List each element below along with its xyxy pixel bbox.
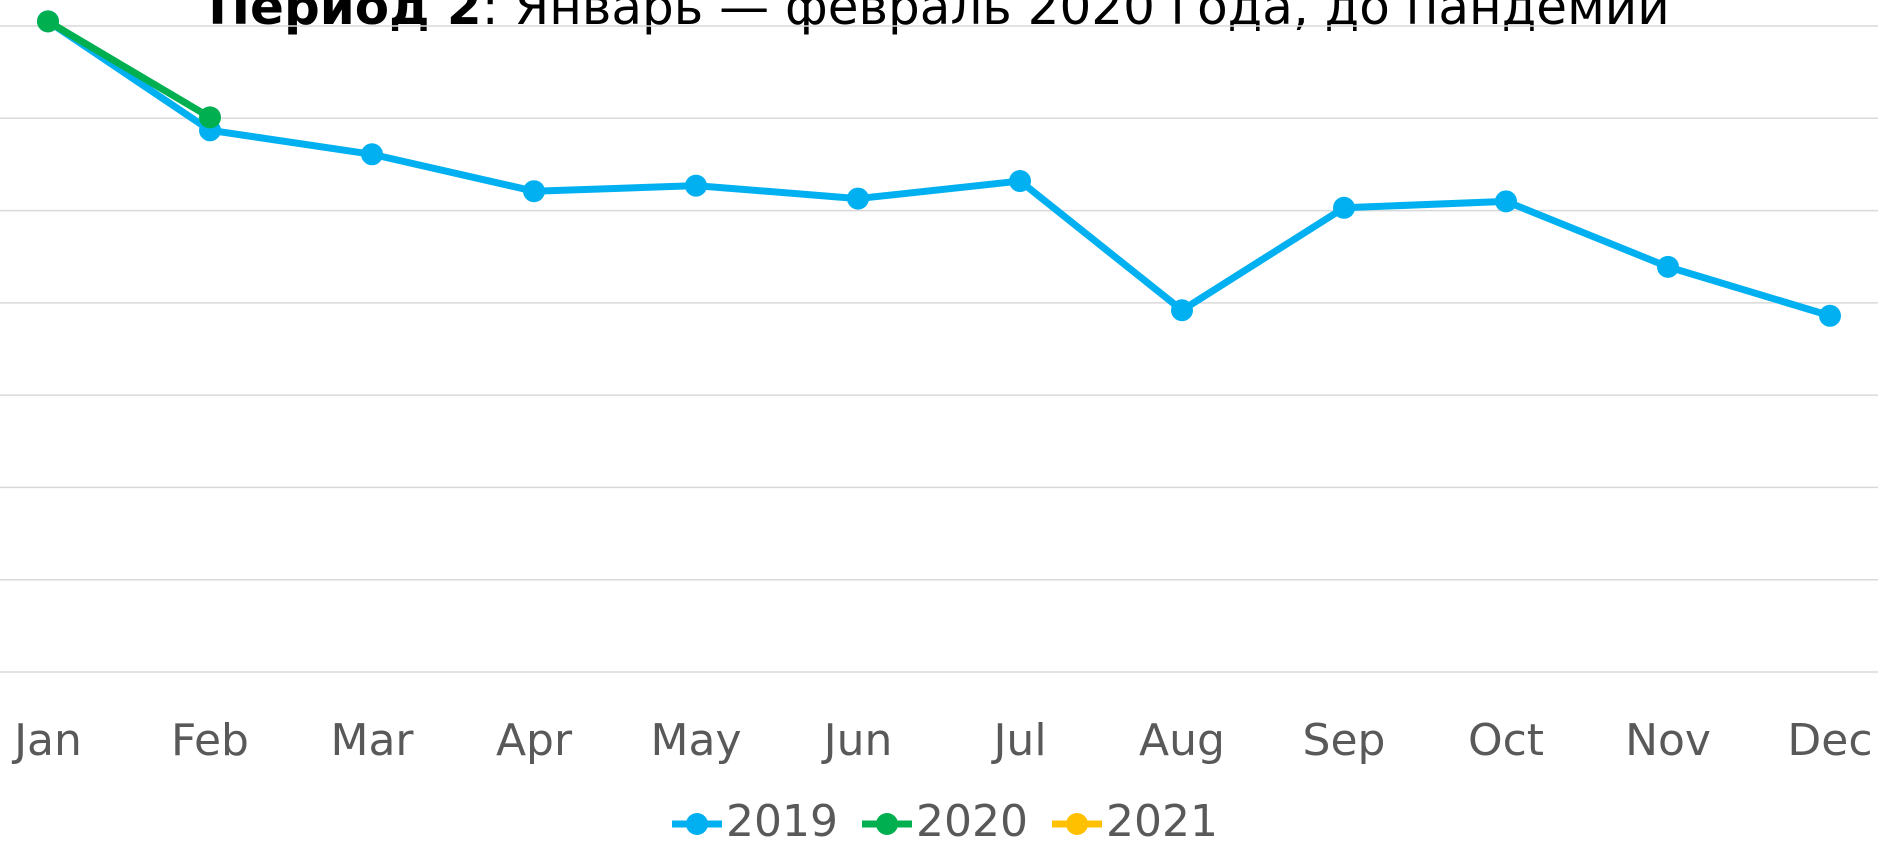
legend-label: 2019 [726, 796, 838, 845]
legend-label: 2021 [1106, 796, 1218, 845]
point [1657, 255, 1679, 278]
x-tick-label: Sep [1303, 715, 1386, 766]
point [685, 174, 707, 197]
x-tick-label: Jul [990, 715, 1046, 766]
legend-marker [876, 813, 898, 835]
series-line [46, 18, 1832, 320]
legend-marker [686, 813, 708, 835]
chart-title: Период 2: Январь — февраль 2020 года, до… [208, 0, 1670, 36]
x-tick-label: Feb [171, 715, 249, 766]
point [1009, 170, 1031, 193]
point [37, 10, 59, 33]
point [523, 180, 545, 203]
point [847, 187, 869, 210]
point [361, 143, 383, 166]
series-line [46, 18, 212, 121]
point [1171, 299, 1193, 322]
point [1495, 190, 1517, 213]
legend-marker [1066, 813, 1088, 835]
legend-label: 2020 [916, 796, 1028, 845]
x-tick-label: Nov [1625, 715, 1711, 766]
title-bold: Период 2 [208, 0, 482, 36]
x-tick-label: Jan [11, 715, 82, 766]
point [1333, 196, 1355, 219]
x-tick-label: Aug [1139, 715, 1225, 766]
x-tick-label: Mar [330, 715, 414, 766]
title-rest: : Январь — февраль 2020 года, до пандеми… [482, 0, 1670, 36]
x-tick-label: Apr [496, 715, 573, 766]
x-tick-label: Dec [1787, 715, 1872, 766]
point [199, 106, 221, 129]
x-tick-label: Oct [1468, 715, 1544, 766]
x-tick-label: Jun [821, 715, 893, 766]
point [1819, 304, 1841, 327]
x-tick-label: May [651, 715, 742, 766]
